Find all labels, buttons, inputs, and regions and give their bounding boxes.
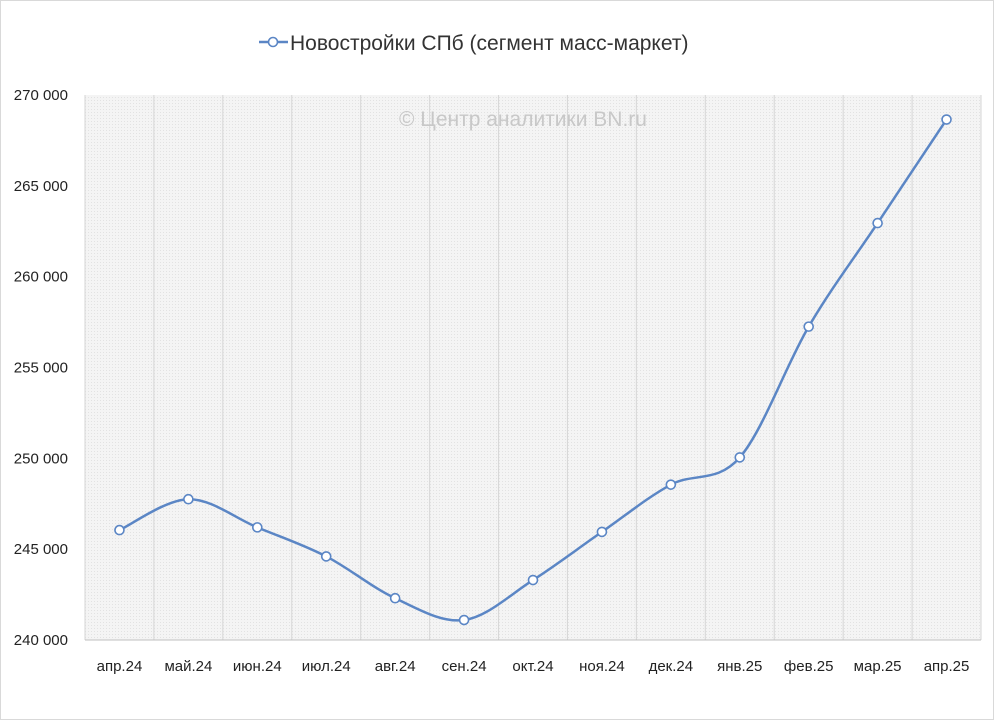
x-tick-label: мар.25 <box>854 658 902 675</box>
x-axis: апр.24 май.24 июн.24 июл.24 авг.24 сен.24 окт.… <box>97 658 970 675</box>
x-tick-label: июл.24 <box>302 658 351 675</box>
data-points <box>114 114 952 626</box>
plot-area <box>85 95 981 640</box>
data-point <box>872 217 883 229</box>
data-point <box>665 479 677 490</box>
data-point <box>389 592 401 604</box>
data-point <box>183 493 194 505</box>
x-tick-label: апр.25 <box>924 658 970 675</box>
y-tick-label: 270 000 <box>14 87 68 104</box>
grid-lines <box>84 95 982 641</box>
y-axis: 240 000 245 000 250 000 255 000 260 000 265 0… <box>14 87 68 649</box>
data-point <box>252 522 263 533</box>
y-tick-label: 240 000 <box>14 632 68 649</box>
data-point <box>941 114 952 125</box>
x-tick-label: сен.24 <box>442 658 487 675</box>
data-point <box>114 524 125 536</box>
y-tick-label: 255 000 <box>14 360 68 377</box>
x-tick-label: дек.24 <box>649 658 694 675</box>
x-tick-label: авг.24 <box>375 658 416 675</box>
data-point <box>527 574 539 586</box>
legend-label: Новостройки СПб (сегмент масс-маркет) <box>290 32 688 55</box>
watermark-text: © Центр аналитики BN.ru <box>399 108 647 131</box>
y-tick-label: 245 000 <box>14 541 68 558</box>
y-tick-label: 260 000 <box>14 269 68 286</box>
data-point <box>596 526 608 538</box>
data-point <box>458 614 470 626</box>
legend-point-marker <box>267 36 279 48</box>
data-point <box>803 321 814 332</box>
y-tick-label: 265 000 <box>14 178 68 195</box>
y-tick-label: 250 000 <box>14 450 68 467</box>
series-line <box>118 118 948 622</box>
x-tick-label: окт.24 <box>512 658 553 675</box>
x-tick-label: янв.25 <box>717 658 762 675</box>
x-tick-label: фев.25 <box>784 658 834 675</box>
x-tick-label: июн.24 <box>233 658 282 675</box>
legend: Новостройки СПб (сегмент масс-маркет) <box>259 32 688 55</box>
x-tick-label: апр.24 <box>97 658 143 675</box>
data-point <box>734 452 746 463</box>
x-tick-label: май.24 <box>164 658 212 675</box>
x-tick-label: ноя.24 <box>579 658 625 675</box>
data-point <box>320 551 332 562</box>
